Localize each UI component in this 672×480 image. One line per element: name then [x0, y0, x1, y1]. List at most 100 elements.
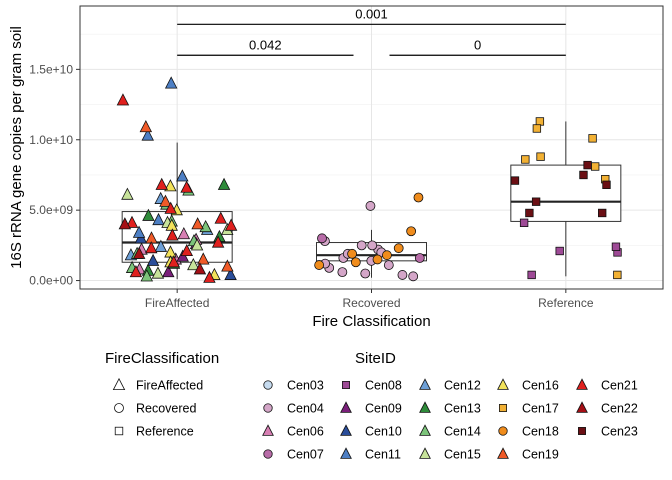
data-point-cen11 [141, 128, 154, 141]
legend-key-cen15 [419, 447, 431, 459]
legend-label: Cen04 [287, 402, 324, 416]
legend-key-cen21 [576, 378, 588, 390]
legend-label: Cen18 [522, 425, 559, 439]
legend-label: Cen08 [365, 379, 402, 393]
legend-key-cen16 [497, 378, 509, 390]
data-point-cen12 [154, 239, 168, 252]
legend-key-cen11 [340, 447, 352, 459]
data-point-cen10 [224, 267, 237, 280]
y-tick-label: 1.5e+10 [29, 62, 73, 76]
data-point-cen11 [176, 169, 189, 182]
data-point-cen23 [531, 197, 541, 206]
data-point-cen18 [372, 254, 383, 265]
data-point-cen21 [203, 270, 216, 283]
legend-key-square [114, 426, 124, 436]
data-point-cen23 [579, 170, 588, 180]
data-point-cen11 [164, 76, 178, 89]
legend-key-cen06 [262, 424, 274, 436]
data-point-cen04 [356, 240, 367, 251]
p-value-label: 0 [474, 37, 481, 52]
x-tick-label: Reference [538, 296, 594, 310]
legend-key-triangle [112, 377, 126, 391]
data-point-cen04 [360, 268, 371, 279]
data-point-cen21 [214, 211, 227, 224]
legend-key-cen18 [498, 426, 508, 436]
legend-label: Cen22 [601, 402, 638, 416]
legend-label: Cen16 [522, 379, 559, 393]
data-point-cen04 [337, 267, 348, 278]
data-point-cen19 [139, 119, 153, 133]
y-axis: 0.0e+00 5.0e+09 1.0e+10 1.5e+10 [29, 62, 80, 288]
legend-label: Cen10 [365, 425, 402, 439]
legend-key-cen03 [263, 380, 273, 390]
data-point-cen22 [193, 262, 207, 275]
y-tick-label: 0.0e+00 [29, 274, 73, 288]
data-point-cen18 [350, 257, 361, 268]
legend-label: Cen06 [287, 425, 324, 439]
data-point-cen21 [211, 235, 225, 248]
legend-label: Cen15 [444, 448, 481, 462]
data-point-cen06 [177, 227, 191, 240]
legend-label: Cen09 [365, 402, 402, 416]
legend-label: Recovered [136, 402, 196, 416]
legend-label: Cen12 [444, 379, 481, 393]
data-point-cen22 [132, 246, 146, 259]
legend-key-cen22 [576, 401, 588, 413]
legend-key-cen10 [340, 424, 352, 436]
data-point-cen18 [393, 243, 404, 254]
data-point-cen17 [590, 162, 600, 171]
data-point-cen07 [414, 253, 425, 263]
data-point-cen17 [535, 117, 545, 126]
data-point-cen15 [190, 238, 204, 251]
legend-label: Cen07 [287, 448, 324, 462]
data-point-cen19 [197, 252, 210, 265]
data-point-cen18 [347, 248, 358, 259]
legend-label: Cen13 [444, 402, 481, 416]
legend-key-cen19 [497, 447, 509, 459]
data-point-cen07 [317, 233, 327, 244]
legend-key-cen12 [419, 378, 431, 390]
data-point-cen04 [383, 260, 394, 270]
data-point-cen18 [382, 250, 392, 261]
data-point-cen23 [510, 176, 520, 185]
p-value-label: 0.001 [355, 6, 388, 21]
data-point-cen18 [413, 192, 424, 203]
significance-brackets: 0.001 0.042 0 [177, 6, 566, 56]
data-point-cen15 [187, 257, 200, 271]
data-point-cen21 [180, 180, 193, 193]
legend-key-cen17 [499, 404, 507, 412]
data-point-cen21 [164, 201, 177, 214]
data-point-cen21 [180, 243, 194, 257]
data-point-cen19 [191, 217, 204, 230]
x-axis-title: Fire Classification [312, 313, 430, 330]
x-tick-label: Recovered [342, 296, 400, 310]
data-point-cen21 [145, 241, 158, 254]
legend-label: Cen19 [522, 448, 559, 462]
legend-title: SiteID [355, 350, 396, 367]
data-point-cen15 [151, 266, 165, 279]
legend-key-cen23 [578, 427, 586, 435]
legend-key-cen09 [340, 401, 352, 413]
y-tick-label: 1.0e+10 [29, 133, 73, 147]
data-point-cen13 [142, 208, 155, 221]
data-point-cen21 [167, 255, 181, 268]
x-tick-label: FireAffected [145, 296, 209, 310]
data-point-cen21 [224, 218, 238, 231]
data-point-cen13 [217, 177, 231, 190]
data-point-cen04 [365, 201, 376, 211]
legend-label: Cen14 [444, 425, 481, 439]
data-point-cen22 [118, 217, 132, 230]
y-axis-title: 16S rRNA gene copies per gram soil [8, 26, 25, 269]
data-point-cen11 [152, 212, 165, 226]
legend-key-cen08 [342, 381, 350, 389]
legend-label: Cen17 [522, 402, 559, 416]
legend-label: Cen11 [365, 448, 401, 462]
legend-label: Cen03 [287, 379, 324, 393]
data-point-cen17 [536, 152, 545, 161]
data-point-cen08 [519, 218, 529, 228]
data-point-cen17 [613, 270, 622, 280]
data-point-cen18 [314, 260, 325, 270]
data-point-cen10 [146, 253, 160, 266]
data-point-cen04 [367, 240, 378, 251]
